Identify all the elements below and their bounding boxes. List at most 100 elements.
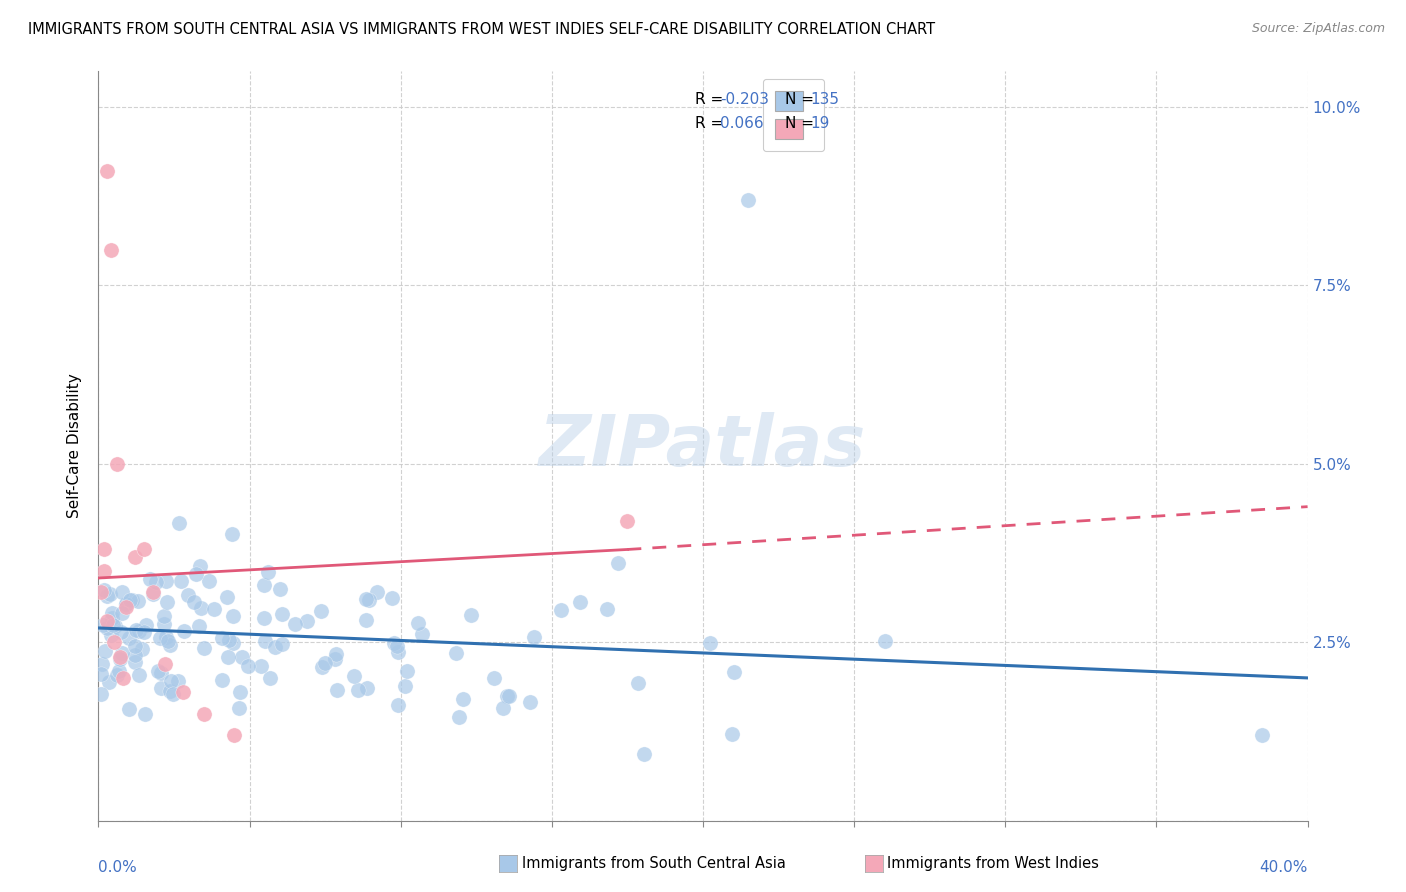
Point bbox=[218, 632, 240, 647]
Text: 135: 135 bbox=[811, 92, 839, 106]
Point bbox=[124, 549, 146, 564]
Point bbox=[105, 457, 128, 471]
Point bbox=[173, 624, 195, 638]
Point bbox=[150, 666, 173, 681]
Point bbox=[873, 634, 896, 648]
Point bbox=[325, 648, 347, 662]
Point bbox=[721, 727, 744, 741]
Point bbox=[723, 665, 745, 680]
Legend: , : , bbox=[763, 79, 824, 151]
Point bbox=[271, 637, 294, 651]
Text: Immigrants from South Central Asia: Immigrants from South Central Asia bbox=[522, 856, 786, 871]
Point bbox=[153, 609, 176, 624]
Point bbox=[96, 589, 118, 603]
Point bbox=[236, 659, 259, 673]
Point bbox=[633, 747, 655, 761]
Point bbox=[98, 587, 121, 601]
Point bbox=[125, 623, 148, 637]
Point bbox=[134, 707, 156, 722]
Point bbox=[124, 648, 146, 663]
Point bbox=[356, 681, 378, 695]
Point bbox=[221, 609, 243, 624]
Point bbox=[131, 641, 153, 656]
Point bbox=[153, 657, 176, 671]
Point bbox=[115, 597, 138, 611]
Point bbox=[186, 567, 208, 582]
Point bbox=[250, 658, 273, 673]
Point bbox=[444, 646, 467, 660]
Point bbox=[172, 685, 194, 699]
Point bbox=[91, 618, 114, 632]
Point bbox=[606, 557, 628, 571]
Point bbox=[176, 589, 198, 603]
Point bbox=[101, 611, 124, 625]
Point bbox=[160, 673, 183, 688]
Point bbox=[98, 674, 121, 689]
Point bbox=[105, 668, 128, 682]
Point bbox=[142, 585, 165, 599]
Point bbox=[103, 635, 125, 649]
Point bbox=[139, 572, 162, 586]
Point bbox=[229, 685, 252, 699]
Point bbox=[366, 585, 388, 599]
Point bbox=[492, 701, 515, 715]
Point bbox=[167, 516, 190, 530]
Point bbox=[101, 618, 124, 632]
Point bbox=[149, 631, 172, 645]
Point bbox=[93, 564, 115, 578]
Point bbox=[128, 624, 150, 639]
Point bbox=[550, 603, 572, 617]
Point bbox=[217, 650, 239, 665]
Text: 19: 19 bbox=[811, 116, 830, 131]
Text: Source: ZipAtlas.com: Source: ZipAtlas.com bbox=[1251, 22, 1385, 36]
Point bbox=[108, 652, 131, 666]
Point bbox=[121, 592, 143, 607]
Point bbox=[217, 590, 239, 604]
Point bbox=[616, 514, 638, 528]
Point bbox=[96, 614, 118, 628]
Text: Immigrants from West Indies: Immigrants from West Indies bbox=[887, 856, 1099, 871]
Point bbox=[183, 595, 205, 609]
Y-axis label: Self-Care Disability: Self-Care Disability bbox=[67, 374, 83, 518]
Point bbox=[93, 542, 115, 557]
Point bbox=[149, 681, 172, 695]
Point bbox=[253, 611, 276, 625]
Point bbox=[153, 617, 176, 632]
Point bbox=[193, 706, 215, 721]
Point bbox=[110, 606, 132, 620]
Point bbox=[568, 595, 591, 609]
Point bbox=[111, 646, 134, 660]
Point bbox=[167, 673, 190, 688]
Point bbox=[96, 164, 118, 178]
Point bbox=[120, 592, 142, 607]
Point bbox=[396, 664, 419, 678]
Point bbox=[110, 584, 132, 599]
Point bbox=[1251, 728, 1274, 742]
Point bbox=[188, 558, 211, 573]
Point bbox=[159, 638, 181, 652]
Point bbox=[596, 602, 619, 616]
Point bbox=[142, 586, 165, 600]
Point bbox=[198, 574, 221, 589]
Text: -0.203: -0.203 bbox=[720, 92, 769, 106]
Point bbox=[387, 645, 409, 659]
Point bbox=[202, 601, 225, 615]
Point bbox=[498, 689, 520, 703]
Point bbox=[108, 649, 131, 664]
Point bbox=[193, 641, 215, 656]
Point bbox=[254, 633, 277, 648]
Point bbox=[135, 618, 157, 632]
Point bbox=[411, 627, 433, 641]
Point bbox=[132, 542, 155, 557]
Point bbox=[124, 655, 146, 669]
Point bbox=[91, 657, 114, 671]
Point bbox=[264, 640, 287, 654]
Point bbox=[231, 650, 253, 665]
Point bbox=[148, 664, 170, 678]
Point bbox=[284, 617, 307, 632]
Point bbox=[357, 593, 380, 607]
Point bbox=[118, 701, 141, 715]
Point bbox=[343, 669, 366, 683]
Point bbox=[451, 692, 474, 706]
Point bbox=[211, 632, 233, 646]
